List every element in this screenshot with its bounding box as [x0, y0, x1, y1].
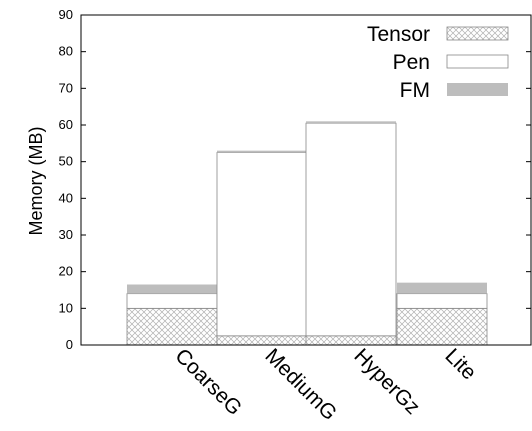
y-tick-label-60: 60 [59, 117, 73, 132]
bar-pen-hypergz [305, 122, 397, 337]
bar-pen-lite [396, 293, 488, 309]
y-tick-label-10: 10 [59, 300, 73, 315]
bar-fm-hypergz [306, 121, 396, 124]
plot-frame [80, 14, 532, 346]
y-tick-label-20: 20 [59, 264, 73, 279]
plot-area: 0 10 20 30 40 50 60 70 80 90 CoarseG MediumG HyperGz… [59, 7, 532, 425]
y-tick-label-50: 50 [59, 154, 73, 169]
x-tick-label-lite: Lite [440, 344, 480, 384]
bar-pen-coarseg [126, 293, 218, 309]
bar-fm-lite [397, 282, 487, 294]
bar-tensor-lite [396, 307, 488, 346]
bar-tensor-mediumg [216, 335, 308, 346]
y-tick-label-90: 90 [59, 7, 73, 22]
legend-label-fm: FM [400, 79, 430, 102]
bar-tensor-hypergz [305, 335, 397, 346]
legend-swatch-fm [447, 83, 508, 96]
x-tick-label-hypergz: HyperGz [349, 344, 424, 419]
y-tick-label-40: 40 [59, 190, 73, 205]
y-tick-label-30: 30 [59, 227, 73, 242]
y-tick-label-0: 0 [66, 337, 73, 352]
x-tick-label-coarseg: CoarseG [170, 344, 246, 420]
legend-swatch-tensor [446, 26, 509, 41]
bar-pen-mediumg [216, 152, 308, 337]
x-tick-label-mediumg: MediumG [260, 344, 341, 425]
y-axis-title: Memory (MB) [26, 127, 46, 236]
legend-label-tensor: Tensor [367, 23, 430, 46]
y-tick-label-70: 70 [59, 80, 73, 95]
legend-swatch-pen [446, 54, 509, 69]
legend-label-pen: Pen [393, 51, 430, 74]
bar-tensor-coarseg [126, 307, 218, 346]
bar-fm-mediumg [217, 150, 307, 153]
y-tick-label-80: 80 [59, 44, 73, 59]
bar-fm-coarseg [127, 284, 217, 294]
